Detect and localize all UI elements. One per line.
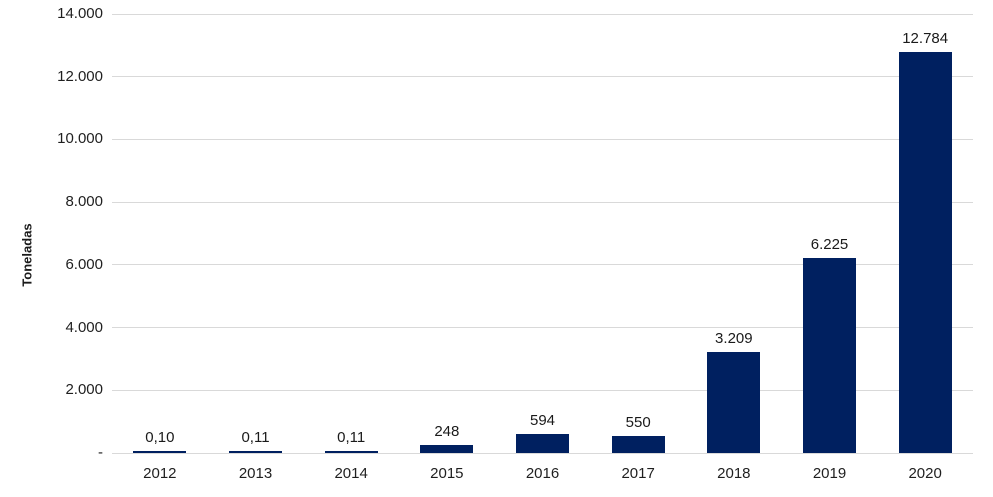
y-tick-label: 6.000 [65,255,103,273]
x-tick-label: 2019 [812,465,847,482]
x-tick-label: 2017 [621,465,655,482]
y-tick-label: 4.000 [65,318,103,336]
gridline [112,76,973,78]
plot-area: 0,10 0,11 0,11 248 594 550 3.209 6.225 12.784 [112,13,973,454]
y-tick-label: 10.000 [57,130,103,148]
y-tick-label: 2.000 [65,381,103,399]
y-tick-label: 14.000 [57,5,103,22]
x-tick-label: 2013 [238,465,273,482]
x-tick-label: 2016 [525,465,560,482]
bar-2012 [133,451,187,453]
bar-2020 [898,52,952,453]
bar-2018 [707,352,761,453]
x-tick-label: 2018 [717,465,751,482]
gridline [112,201,973,203]
x-tick-label: 2014 [334,465,368,482]
bar-value-label: 0,11 [337,429,366,446]
bar-2017 [611,436,665,453]
y-tick-label: - [98,444,103,461]
gridline [112,389,973,391]
bar-value-label: 3.209 [715,330,753,347]
bar-value-label: 0,10 [145,429,175,446]
bar-2016 [516,434,569,453]
gridline [112,452,973,454]
gridline [112,13,973,15]
y-tick-label: 8.000 [65,193,103,211]
x-tick-label: 2015 [430,465,464,482]
y-tick-label: 12.000 [57,67,103,85]
bar-value-label: 248 [434,423,460,440]
x-tick-label: 2012 [143,465,177,482]
bar-2014 [324,451,378,453]
bar-value-label: 594 [529,412,556,429]
bar-2015 [420,445,474,453]
bar-value-label: 550 [625,414,651,431]
bar-value-label: 12.784 [902,30,949,47]
x-tick-label: 2020 [908,465,942,482]
bar-value-label: 6.225 [810,236,849,253]
gridline [112,264,973,266]
gridline [112,327,973,329]
gridline [112,138,973,140]
bar-2019 [803,258,856,453]
bar-2013 [229,451,282,453]
bar-value-label: 0,11 [241,429,270,446]
